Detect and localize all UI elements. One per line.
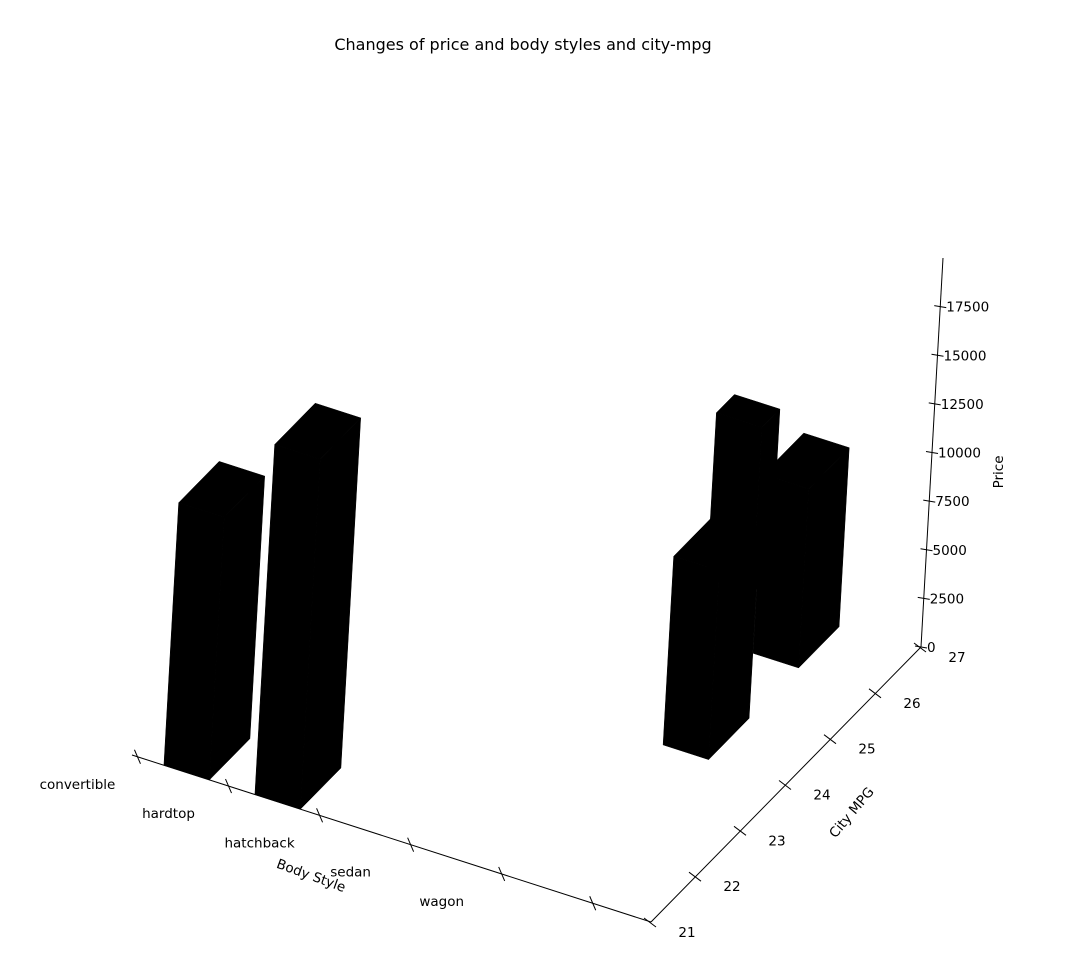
y-tick-label: 27 xyxy=(948,650,965,666)
x-tick xyxy=(134,749,141,764)
x-tick-label: wagon xyxy=(419,894,464,910)
z-tick-label: 2500 xyxy=(930,591,964,607)
x-tick xyxy=(407,837,415,852)
bar-face xyxy=(715,394,781,428)
y-tick xyxy=(688,871,702,882)
z-tick xyxy=(928,402,941,406)
bar-hardtop xyxy=(254,402,362,810)
y-tick-label: 22 xyxy=(723,879,740,895)
z-tick-label: 15000 xyxy=(944,348,987,364)
z-tick xyxy=(931,353,944,357)
x-axis-label: Body Style xyxy=(274,856,347,896)
y-tick xyxy=(733,825,747,836)
y-axis-label: City MPG xyxy=(826,784,877,841)
z-tick-label: 12500 xyxy=(941,397,984,413)
x-tick xyxy=(498,866,506,882)
x-tick-label: hatchback xyxy=(224,835,294,851)
chart-title: Changes of price and body styles and cit… xyxy=(334,35,711,54)
bar-wagon xyxy=(662,514,761,761)
z-tick-label: 7500 xyxy=(935,494,969,510)
y-tick-label: 26 xyxy=(903,696,920,712)
y-tick-label: 25 xyxy=(858,742,875,758)
z-tick-label: 5000 xyxy=(933,543,967,559)
z-tick xyxy=(925,451,939,454)
x-tick-label: hardtop xyxy=(142,806,195,822)
y-tick xyxy=(868,688,882,699)
bar-convertible xyxy=(163,461,266,781)
z-tick-label: 10000 xyxy=(938,446,981,462)
z-tick xyxy=(914,645,928,649)
bar-face xyxy=(673,514,761,572)
x-tick-label: sedan xyxy=(330,865,371,881)
z-tick xyxy=(920,548,933,552)
x-axis-line xyxy=(131,754,652,923)
y-tick xyxy=(823,734,837,745)
y-tick xyxy=(643,917,657,928)
bars-layer xyxy=(163,394,850,810)
z-tick xyxy=(934,305,947,309)
x-tick xyxy=(225,778,232,794)
y-tick-label: 23 xyxy=(768,833,785,849)
bar-face xyxy=(178,461,266,518)
z-tick-label: 0 xyxy=(927,640,936,656)
z-tick xyxy=(923,499,936,503)
z-axis-label: Price xyxy=(991,455,1007,488)
z-tick xyxy=(917,596,930,600)
x-tick xyxy=(589,896,597,911)
x-tick-label: convertible xyxy=(40,777,116,793)
y-tick-label: 24 xyxy=(813,788,830,804)
bar-wagon xyxy=(752,432,850,669)
y-tick-label: 21 xyxy=(678,925,695,941)
x-tick xyxy=(316,808,324,823)
z-tick-label: 17500 xyxy=(946,300,989,316)
y-tick xyxy=(778,780,792,790)
bar-face xyxy=(274,402,362,460)
bar-face xyxy=(762,432,850,490)
y-axis-line xyxy=(650,646,922,923)
y-tick xyxy=(913,642,927,653)
